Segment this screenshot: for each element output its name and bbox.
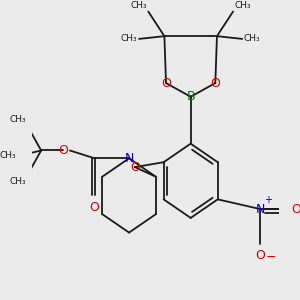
Text: CH₃: CH₃ (9, 177, 26, 186)
Text: O: O (210, 76, 220, 90)
Text: CH₃: CH₃ (244, 34, 260, 43)
Text: CH₃: CH₃ (0, 152, 16, 160)
Text: O: O (291, 202, 300, 216)
Text: CH₃: CH₃ (130, 1, 147, 10)
Text: N: N (256, 202, 265, 216)
Text: +: + (264, 195, 272, 205)
Text: O: O (90, 201, 100, 214)
Text: B: B (186, 90, 195, 103)
Text: −: − (266, 251, 276, 264)
Text: O: O (161, 76, 171, 90)
Text: O: O (256, 249, 266, 262)
Text: CH₃: CH₃ (235, 1, 251, 10)
Text: N: N (124, 152, 134, 165)
Text: CH₃: CH₃ (121, 34, 137, 43)
Text: CH₃: CH₃ (9, 115, 26, 124)
Text: O: O (130, 160, 140, 174)
Text: O: O (58, 144, 68, 157)
